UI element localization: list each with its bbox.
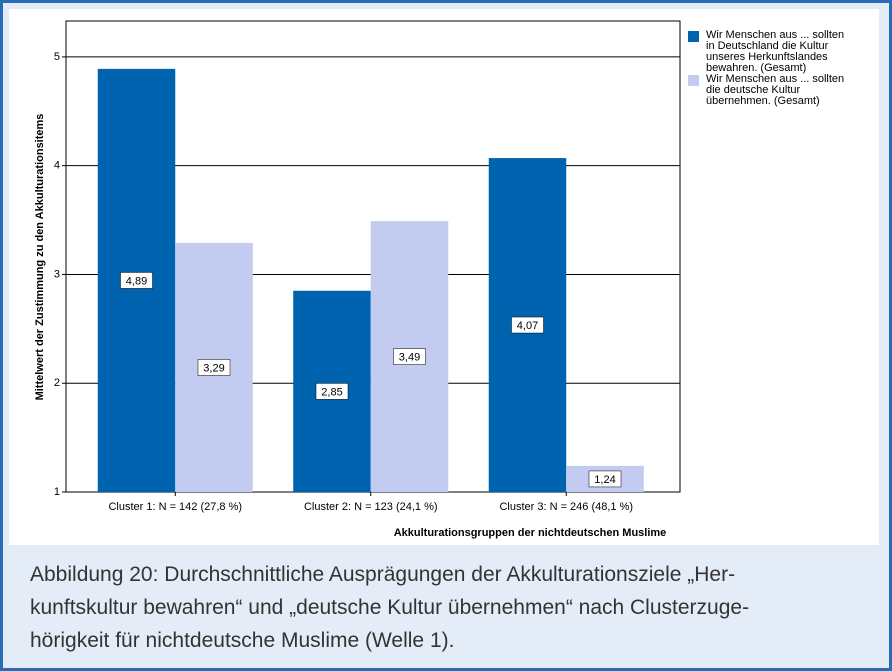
y-tick-label: 5	[54, 51, 60, 63]
x-tick-label: Cluster 2: N = 123 (24,1 %)	[304, 501, 438, 513]
data-label-box	[197, 359, 231, 376]
data-label-box	[315, 383, 349, 400]
caption-line: Abbildung 20: Durchschnittliche Ausprägu…	[30, 563, 736, 586]
data-label-box	[120, 272, 153, 289]
data-label: 3,49	[399, 351, 420, 363]
caption-line: hörigkeit für nichtdeutsche Muslime (Wel…	[30, 629, 455, 652]
caption: Abbildung 20: Durchschnittliche Ausprägu…	[30, 558, 870, 657]
x-tick-label: Cluster 3: N = 246 (48,1 %)	[499, 501, 633, 513]
y-tick-label: 4	[54, 160, 60, 172]
y-tick-label: 2	[54, 377, 60, 389]
y-tick-label: 3	[54, 268, 60, 280]
caption-line: kunftskultur bewahren“ und „deutsche Kul…	[30, 596, 750, 619]
legend-label: Wir Menschen aus ... sollten die deutsch…	[706, 73, 845, 107]
legend-item: Wir Menschen aus ... sollten die deutsch…	[688, 74, 848, 107]
legend-swatch	[688, 31, 699, 42]
legend-item: Wir Menschen aus ... sollten in Deutschl…	[688, 30, 848, 74]
legend-label: Wir Menschen aus ... sollten in Deutschl…	[706, 29, 845, 74]
x-axis-title: Akkulturationsgruppen der nichtdeutschen…	[394, 527, 667, 539]
data-label: 1,24	[594, 474, 615, 486]
chart: Akkulturationsgruppen der nichtdeutschen…	[34, 20, 681, 539]
y-tick-label: 1	[54, 486, 60, 498]
x-tick-label: Cluster 1: N = 142 (27,8 %)	[108, 501, 242, 513]
data-label-box	[393, 348, 426, 365]
data-label-box	[588, 470, 622, 488]
legend-swatch	[688, 75, 699, 86]
data-label: 4,89	[126, 275, 147, 287]
legend: Wir Menschen aus ... sollten in Deutschl…	[688, 30, 848, 107]
y-axis-title: Mittelwert der Zustimmung zu den Akkultu…	[34, 114, 46, 401]
data-label: 3,29	[203, 362, 224, 374]
data-label-box	[511, 316, 544, 334]
data-label: 2,85	[321, 386, 342, 398]
data-label: 4,07	[517, 320, 538, 332]
